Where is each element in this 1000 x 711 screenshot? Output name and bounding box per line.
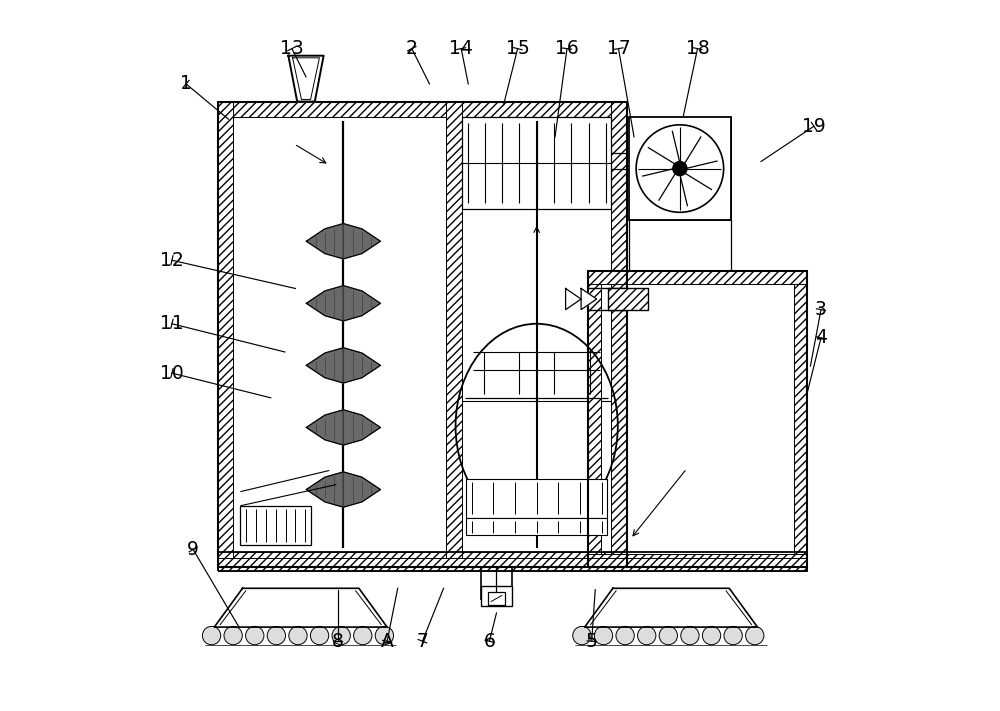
Bar [588,271,807,567]
Bar [218,558,807,571]
Polygon shape [566,289,581,310]
Circle shape [573,626,591,645]
Text: 15: 15 [506,39,530,58]
Circle shape [673,161,687,176]
Text: 19: 19 [802,117,826,136]
Text: 2: 2 [406,39,418,58]
Polygon shape [214,588,387,627]
Polygon shape [306,472,380,507]
Text: 14: 14 [449,39,473,58]
Text: 8: 8 [332,631,344,651]
Bar [466,479,607,518]
Bar [218,552,627,567]
Circle shape [375,626,394,645]
Polygon shape [585,588,757,627]
Bar [218,102,233,567]
Bar [446,102,462,567]
Bar [588,271,807,284]
Bar [611,102,627,567]
Circle shape [681,626,699,645]
Bar [629,117,731,220]
Circle shape [202,626,221,645]
Bar [629,117,731,220]
Bar [218,552,807,571]
Bar [240,506,311,545]
Text: 17: 17 [607,39,630,58]
Polygon shape [288,55,324,102]
Circle shape [332,626,350,645]
Circle shape [289,626,307,645]
Bar [794,271,807,567]
Bar [466,518,607,535]
Circle shape [638,626,656,645]
Text: 12: 12 [160,251,184,269]
Circle shape [354,626,372,645]
Bar [588,271,601,567]
Bar [588,271,807,567]
Text: 6: 6 [483,631,495,651]
Bar [608,289,648,310]
Text: A: A [381,631,394,651]
Circle shape [224,626,242,645]
Bar [462,117,611,209]
Text: 16: 16 [555,39,579,58]
Circle shape [594,626,613,645]
Text: 4: 4 [815,328,827,348]
Polygon shape [306,286,380,321]
Text: 9: 9 [187,540,199,559]
Text: 3: 3 [815,300,827,319]
Bar [481,586,512,606]
Bar [588,555,807,567]
Text: 13: 13 [280,39,304,58]
Circle shape [746,626,764,645]
Circle shape [724,626,742,645]
Bar [608,289,648,310]
Circle shape [702,626,721,645]
Circle shape [616,626,634,645]
Circle shape [659,626,677,645]
Polygon shape [581,289,597,310]
Circle shape [267,626,286,645]
Text: 7: 7 [416,631,428,651]
Circle shape [310,626,329,645]
Circle shape [246,626,264,645]
Polygon shape [306,348,380,383]
Text: 1: 1 [180,75,192,93]
Bar [218,102,627,567]
Bar [218,102,627,117]
Bar [218,102,627,567]
Text: 5: 5 [586,631,598,651]
Polygon shape [306,223,380,259]
Text: 11: 11 [160,314,184,333]
Bar [488,592,505,604]
Text: 18: 18 [686,39,709,58]
Text: 10: 10 [160,363,184,383]
Polygon shape [306,410,380,445]
